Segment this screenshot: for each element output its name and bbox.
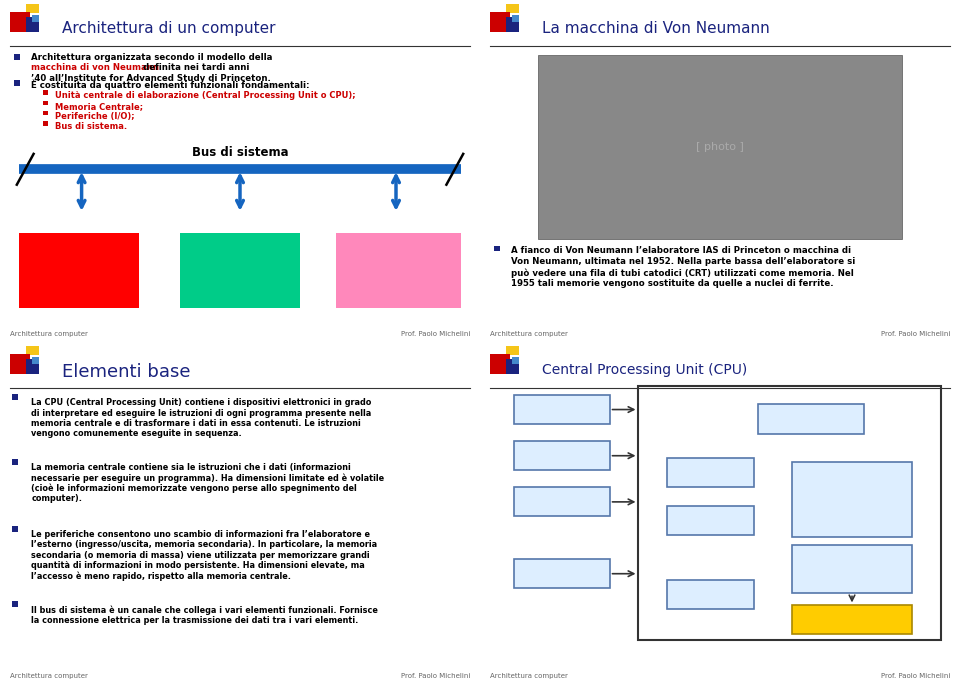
- Text: di interpretare ed eseguire le istruzioni di ogni programma presente nella: di interpretare ed eseguire le istruzion…: [31, 409, 372, 418]
- Bar: [506, 359, 519, 374]
- Text: Le periferiche consentono uno scambio di informazioni fra l’elaboratore e: Le periferiche consentono uno scambio di…: [31, 530, 371, 539]
- Text: Prof. Paolo Michelini: Prof. Paolo Michelini: [401, 673, 470, 679]
- Bar: [12, 601, 18, 607]
- FancyBboxPatch shape: [792, 462, 912, 537]
- Text: INTR: INTR: [547, 451, 576, 461]
- Text: necessarie per eseguire un programma). Ha dimensioni limitate ed è volatile: necessarie per eseguire un programma). H…: [31, 474, 384, 483]
- FancyBboxPatch shape: [538, 55, 902, 239]
- Text: può vedere una fila di tubi catodici (CRT) utilizzati come memoria. Nel: può vedere una fila di tubi catodici (CR…: [511, 268, 854, 278]
- Text: [ photo ]: [ photo ]: [696, 142, 744, 152]
- Bar: [512, 15, 519, 22]
- Bar: [512, 357, 519, 364]
- Text: DR: DR: [553, 568, 570, 579]
- Text: secondaria (o memoria di massa) viene utilizzata per memorizzare grandi: secondaria (o memoria di massa) viene ut…: [31, 551, 370, 560]
- Text: MEMORIA
CENTRALE: MEMORIA CENTRALE: [207, 259, 273, 281]
- Bar: [10, 12, 30, 32]
- Bar: [506, 346, 519, 355]
- FancyBboxPatch shape: [336, 233, 461, 308]
- Text: SR: SR: [804, 414, 819, 424]
- FancyBboxPatch shape: [667, 580, 754, 609]
- Text: CU: CU: [844, 564, 860, 575]
- Bar: [32, 357, 39, 364]
- Text: La memoria centrale contiene sia le istruzioni che i dati (informazioni: La memoria centrale contiene sia le istr…: [31, 464, 351, 473]
- Text: Bus di sistema.: Bus di sistema.: [56, 122, 128, 131]
- Text: ’40 all’Institute for Advanced Study di Princeton.: ’40 all’Institute for Advanced Study di …: [31, 74, 271, 83]
- Bar: [26, 17, 39, 32]
- Text: l’accesso è meno rapido, rispetto alla memoria centrale.: l’accesso è meno rapido, rispetto alla m…: [31, 571, 291, 581]
- Bar: [26, 359, 39, 374]
- Text: Architettura organizzata secondo il modello della: Architettura organizzata secondo il mode…: [31, 53, 273, 62]
- Text: Architettura computer: Architettura computer: [490, 331, 567, 337]
- Text: Bus di sistema: Bus di sistema: [192, 146, 288, 159]
- Bar: [12, 395, 18, 400]
- Bar: [12, 460, 18, 465]
- Text: Unità centrale di elaborazione (Central Processing Unit o CPU);: Unità centrale di elaborazione (Central …: [56, 91, 356, 101]
- Bar: [43, 90, 47, 95]
- Text: computer).: computer).: [31, 494, 82, 503]
- Text: (cioè le informazioni memorizzate vengono perse allo spegnimento del: (cioè le informazioni memorizzate vengon…: [31, 484, 357, 493]
- Text: ALU: ALU: [840, 495, 864, 504]
- FancyBboxPatch shape: [19, 233, 139, 308]
- Text: È costituita da quattro elementi funzionali fondamentali:: È costituita da quattro elementi funzion…: [31, 79, 310, 90]
- Text: macchina di von Neumann: macchina di von Neumann: [31, 64, 159, 73]
- Bar: [26, 4, 39, 13]
- Bar: [43, 101, 47, 105]
- Bar: [43, 121, 47, 126]
- Text: PC: PC: [554, 404, 569, 415]
- Text: Prof. Paolo Michelini: Prof. Paolo Michelini: [881, 673, 950, 679]
- FancyBboxPatch shape: [514, 441, 610, 471]
- Text: IR: IR: [556, 497, 567, 507]
- Text: Architettura computer: Architettura computer: [10, 673, 87, 679]
- Text: Clock: Clock: [836, 615, 868, 625]
- Text: memoria centrale e di trasformare i dati in essa contenuti. Le istruzioni: memoria centrale e di trasformare i dati…: [31, 419, 361, 428]
- FancyBboxPatch shape: [792, 605, 912, 635]
- Bar: [14, 54, 20, 60]
- Text: Central Processing Unit (CPU): Central Processing Unit (CPU): [542, 363, 748, 376]
- Bar: [43, 111, 47, 116]
- Text: CPU: CPU: [61, 263, 97, 278]
- Text: La macchina di Von Neumann: La macchina di Von Neumann: [542, 21, 770, 36]
- Text: l’esterno (ingresso/uscita, memoria secondaria). In particolare, la memoria: l’esterno (ingresso/uscita, memoria seco…: [31, 540, 377, 549]
- Bar: [490, 12, 510, 32]
- FancyBboxPatch shape: [180, 233, 300, 308]
- Text: definita nei tardi anni: definita nei tardi anni: [140, 64, 249, 73]
- Text: Memoria Centrale;: Memoria Centrale;: [56, 102, 143, 111]
- FancyBboxPatch shape: [792, 546, 912, 593]
- Text: AR: AR: [703, 589, 718, 599]
- Bar: [506, 4, 519, 13]
- FancyBboxPatch shape: [667, 506, 754, 535]
- Bar: [12, 526, 18, 532]
- Text: Prof. Paolo Michelini: Prof. Paolo Michelini: [401, 331, 470, 337]
- Bar: [494, 246, 500, 252]
- FancyBboxPatch shape: [514, 395, 610, 424]
- Text: B: B: [707, 516, 714, 526]
- Bar: [26, 346, 39, 355]
- Text: quantità di informazioni in modo persistente. Ha dimensioni elevate, ma: quantità di informazioni in modo persist…: [31, 561, 365, 570]
- Text: Architettura computer: Architettura computer: [10, 331, 87, 337]
- FancyBboxPatch shape: [667, 458, 754, 487]
- Text: Von Neumann, ultimata nel 1952. Nella parte bassa dell’elaboratore si: Von Neumann, ultimata nel 1952. Nella pa…: [511, 257, 855, 266]
- Text: A: A: [707, 468, 714, 478]
- Text: vengono comunemente eseguite in sequenza.: vengono comunemente eseguite in sequenza…: [31, 430, 242, 438]
- Text: 1955 tali memorie vengono sostituite da quelle a nuclei di ferrite.: 1955 tali memorie vengono sostituite da …: [511, 279, 834, 288]
- Text: A fianco di Von Neumann l’elaboratore IAS di Princeton o macchina di: A fianco di Von Neumann l’elaboratore IA…: [511, 246, 852, 255]
- Text: PERIFERICHE: PERIFERICHE: [358, 265, 439, 275]
- FancyBboxPatch shape: [514, 487, 610, 516]
- FancyBboxPatch shape: [758, 404, 864, 434]
- Bar: [14, 81, 20, 86]
- Bar: [32, 15, 39, 22]
- FancyBboxPatch shape: [514, 560, 610, 588]
- Text: Prof. Paolo Michelini: Prof. Paolo Michelini: [881, 331, 950, 337]
- Text: Elementi base: Elementi base: [62, 363, 191, 380]
- Text: Periferiche (I/O);: Periferiche (I/O);: [56, 111, 134, 121]
- Text: Il bus di sistema è un canale che collega i vari elementi funzionali. Fornisce: Il bus di sistema è un canale che colleg…: [31, 605, 378, 615]
- Bar: [10, 354, 30, 374]
- Bar: [506, 17, 519, 32]
- Text: Architettura di un computer: Architettura di un computer: [62, 21, 276, 36]
- Bar: [490, 354, 510, 374]
- Text: La CPU (Central Processing Unit) contiene i dispositivi elettronici in grado: La CPU (Central Processing Unit) contien…: [31, 398, 372, 408]
- Text: Architettura computer: Architettura computer: [490, 673, 567, 679]
- Text: la connessione elettrica per la trasmissione dei dati tra i vari elementi.: la connessione elettrica per la trasmiss…: [31, 616, 358, 624]
